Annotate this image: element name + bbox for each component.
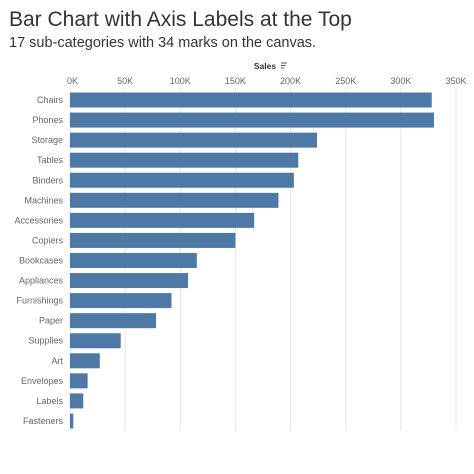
category-label: Fasteners: [23, 416, 64, 426]
category-label: Paper: [39, 316, 63, 326]
category-labels: Chairs Phones Storage Tables Binders Machines…: [14, 95, 63, 426]
bar[interactable]: [70, 313, 157, 329]
bar[interactable]: [70, 353, 100, 369]
bar[interactable]: [70, 92, 432, 108]
axis-title-sales[interactable]: Sales: [254, 61, 276, 71]
category-label: Art: [51, 356, 63, 366]
x-tick-label: 100K: [170, 76, 191, 86]
bar[interactable]: [70, 172, 294, 188]
category-label: Binders: [32, 175, 63, 185]
x-axis-title[interactable]: Sales: [254, 61, 287, 71]
category-label: Supplies: [28, 336, 63, 346]
bar[interactable]: [70, 112, 434, 128]
category-label: Copiers: [32, 235, 64, 245]
category-label: Machines: [24, 195, 63, 205]
bar[interactable]: [70, 293, 172, 309]
x-tick-label: 200K: [280, 76, 301, 86]
bar[interactable]: [70, 333, 121, 349]
bar[interactable]: [70, 373, 88, 389]
category-label: Labels: [36, 396, 63, 406]
bar[interactable]: [70, 253, 197, 268]
page-title: Bar Chart with Axis Labels at the Top: [9, 8, 352, 31]
bar[interactable]: [70, 273, 189, 289]
category-label: Phones: [32, 115, 63, 125]
bar[interactable]: [70, 232, 236, 248]
x-tick-label: 150K: [225, 76, 246, 86]
page-subtitle: 17 sub-categories with 34 marks on the c…: [9, 35, 317, 51]
x-axis-ticks: 0K 50K 100K 150K 200K 250K 300K 350K: [67, 76, 467, 86]
x-tick-label: 350K: [445, 76, 466, 86]
x-tick-label: 0K: [67, 76, 78, 86]
category-label: Appliances: [19, 276, 64, 286]
x-tick-label: 300K: [390, 76, 411, 86]
x-tick-label: 50K: [117, 76, 133, 86]
bar[interactable]: [70, 192, 279, 208]
category-label: Tables: [37, 155, 64, 165]
bar[interactable]: [70, 393, 84, 409]
bar[interactable]: [70, 413, 74, 429]
x-tick-label: 250K: [335, 76, 356, 86]
category-label: Storage: [31, 135, 63, 145]
bar[interactable]: [70, 132, 318, 148]
category-label: Bookcases: [19, 256, 64, 266]
category-label: Chairs: [37, 95, 64, 105]
sort-descending-icon[interactable]: [281, 62, 287, 69]
bar[interactable]: [70, 212, 255, 228]
category-label: Furnishings: [16, 296, 63, 306]
category-label: Envelopes: [21, 376, 64, 386]
bars: [70, 92, 434, 429]
bar[interactable]: [70, 152, 299, 168]
category-label: Accessories: [14, 215, 63, 225]
